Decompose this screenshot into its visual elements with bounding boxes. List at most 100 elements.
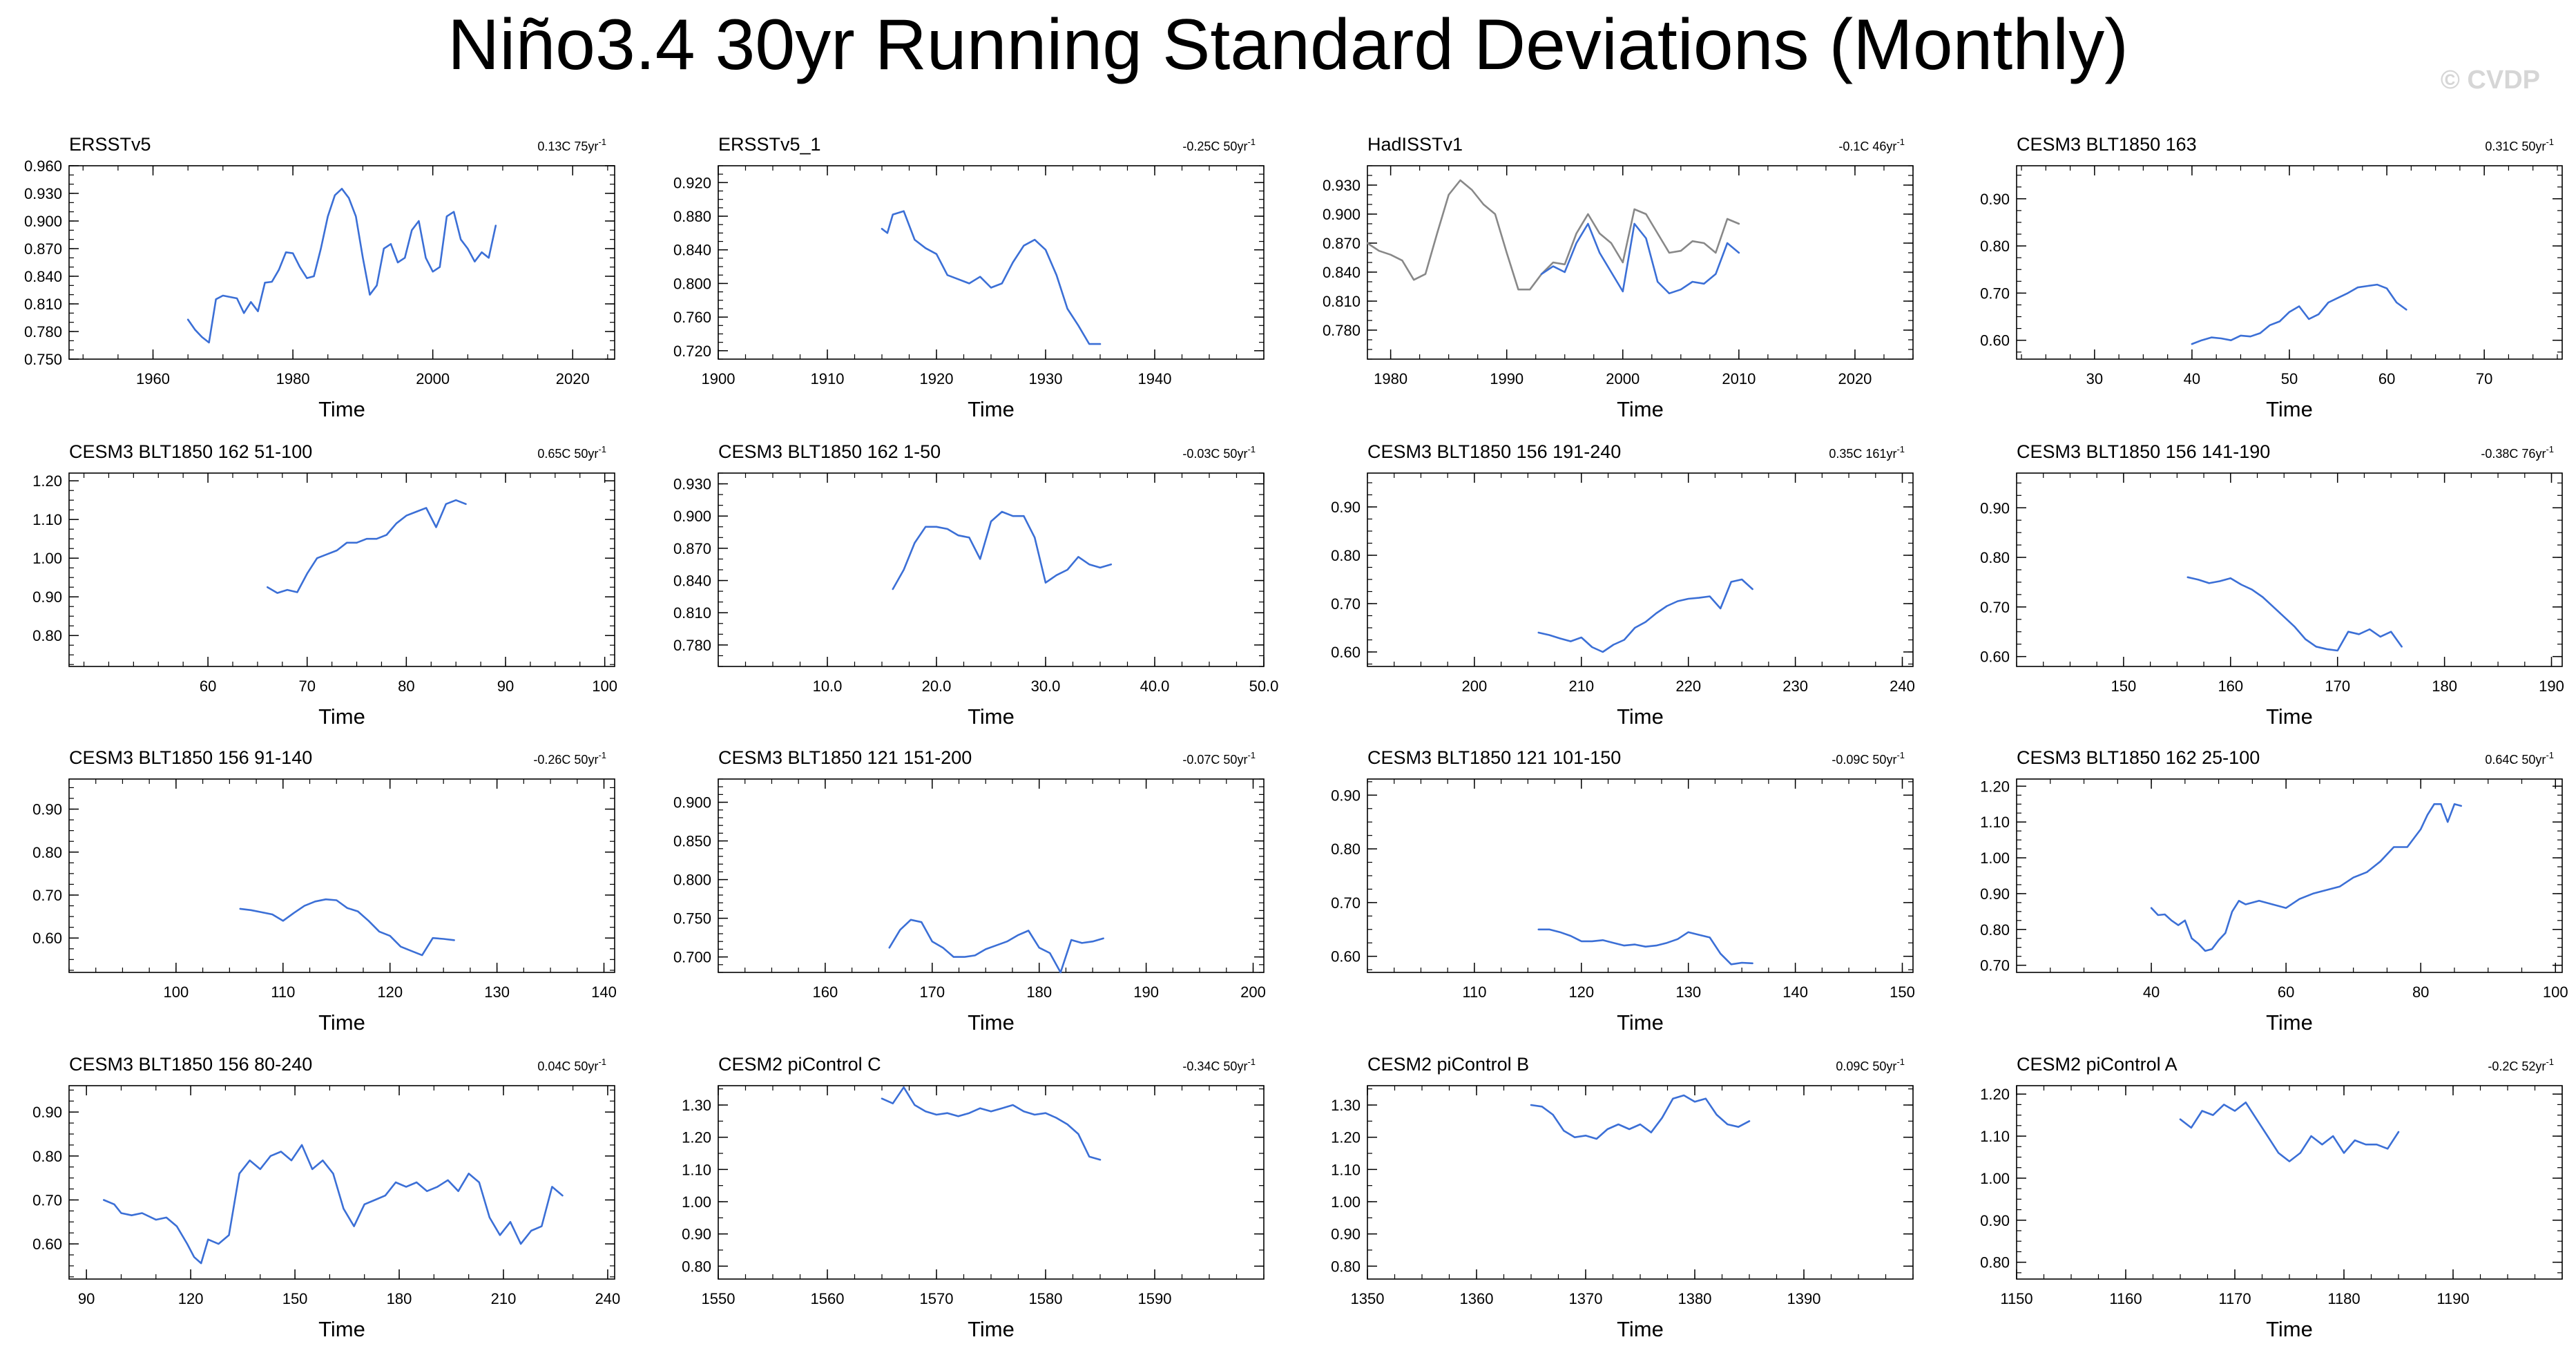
- trend-exponent: -1: [2546, 750, 2554, 760]
- x-tick-label: 70: [2476, 370, 2492, 387]
- trend-exponent: -1: [598, 750, 606, 760]
- trend-exponent: -1: [2546, 1057, 2554, 1067]
- x-tick-label: 200: [1462, 678, 1488, 695]
- x-tick-label: 2000: [416, 370, 450, 387]
- y-tick-label: 0.90: [1980, 885, 2010, 903]
- panel-title: CESM2 piControl A: [2017, 1054, 2178, 1075]
- panel: CESM2 piControl C -0.34C 50yr-1 1550 1560 15…: [682, 1054, 1265, 1341]
- x-tick-label: 1170: [2218, 1290, 2251, 1307]
- y-tick-label: 0.720: [673, 343, 711, 360]
- x-tick-label: 150: [282, 1290, 308, 1307]
- panel: CESM3 BLT1850 162 51-100 0.65C 50yr-1 60 70…: [32, 441, 617, 729]
- x-tick-label: 1900: [702, 370, 736, 387]
- x-tick-label: 200: [1240, 983, 1266, 1001]
- panel: CESM3 BLT1850 162 1-50 -0.03C 50yr-1 10.0 2…: [673, 441, 1278, 729]
- trend-value: 0.64C 50yr: [2485, 753, 2546, 767]
- panel-trend: -0.38C 76yr-1: [2481, 444, 2554, 461]
- trend-value: -0.07C 50yr: [1182, 753, 1247, 767]
- y-tick-label: 0.70: [1980, 957, 2010, 974]
- x-tick-label: 110: [1462, 983, 1486, 1001]
- panel-title: CESM3 BLT1850 162 51-100: [69, 441, 312, 462]
- plot-frame: [718, 472, 1265, 667]
- plot-frame: [68, 778, 615, 973]
- panel-trend: -0.2C 52yr-1: [2488, 1057, 2554, 1073]
- y-tick-label: 0.80: [1980, 238, 2010, 255]
- y-tick-label: 0.80: [1980, 549, 2010, 566]
- y-tick-label: 0.60: [1331, 948, 1361, 966]
- panel-trend: -0.07C 50yr-1: [1182, 750, 1256, 767]
- y-tick-label: 0.930: [673, 476, 711, 493]
- y-tick-label: 0.90: [1980, 1212, 2010, 1229]
- x-tick-label: 50: [2281, 370, 2298, 387]
- series-line: [2191, 283, 2407, 345]
- series-line: [2186, 576, 2403, 652]
- trend-exponent: -1: [598, 1057, 606, 1067]
- series-line: [881, 210, 1102, 345]
- x-axis-label: Time: [2266, 1317, 2313, 1341]
- y-tick-label: 0.60: [1331, 644, 1361, 661]
- y-tick-label: 0.780: [24, 323, 62, 340]
- panel: ERSSTv5_1 -0.25C 50yr-1 1900 1910 1920 1930 19…: [673, 134, 1265, 421]
- y-tick-label: 1.10: [1331, 1161, 1361, 1178]
- x-tick-label: 170: [2325, 678, 2350, 695]
- panel-trend: -0.1C 46yr-1: [1838, 137, 1905, 153]
- y-tick-label: 0.80: [1331, 547, 1361, 564]
- x-tick-label: 70: [298, 678, 315, 695]
- x-tick-label: 210: [1568, 678, 1594, 695]
- x-tick-label: 1160: [2109, 1290, 2142, 1307]
- x-tick-label: 1930: [1029, 370, 1063, 387]
- panel-title: CESM3 BLT1850 156 80-240: [69, 1054, 312, 1075]
- y-tick-label: 0.60: [1980, 649, 2010, 666]
- series-line: [1530, 1094, 1751, 1140]
- y-tick-label: 0.900: [24, 213, 62, 230]
- x-tick-label: 1570: [920, 1290, 954, 1307]
- y-tick-label: 0.70: [1980, 599, 2010, 616]
- y-tick-label: 0.840: [673, 242, 711, 259]
- y-tick-label: 0.930: [24, 185, 62, 202]
- y-tick-label: 0.70: [1331, 595, 1361, 613]
- series-line: [888, 919, 1104, 974]
- trend-exponent: -1: [2546, 444, 2554, 454]
- y-tick-label: 0.90: [682, 1226, 711, 1243]
- panel-title: CESM2 piControl B: [1367, 1054, 1529, 1075]
- y-tick-label: 0.80: [682, 1258, 711, 1275]
- series-line: [103, 1144, 564, 1265]
- panel: CESM3 BLT1850 121 101-150 -0.09C 50yr-1 11…: [1331, 747, 1915, 1035]
- x-axis-label: Time: [968, 1010, 1015, 1035]
- y-tick-label: 0.90: [1980, 499, 2010, 517]
- x-tick-label: 1180: [2327, 1290, 2360, 1307]
- panel-title: CESM3 BLT1850 162 1-50: [718, 441, 941, 462]
- x-tick-label: 160: [813, 983, 838, 1001]
- y-tick-label: 1.20: [1331, 1129, 1361, 1146]
- panel: CESM3 BLT1850 156 191-240 0.35C 161yr-1 20…: [1331, 441, 1915, 729]
- panel-title: ERSSTv5_1: [718, 134, 821, 155]
- series-line: [239, 898, 455, 957]
- y-tick-label: 0.80: [1980, 1254, 2010, 1271]
- x-tick-label: 140: [1782, 983, 1808, 1001]
- trend-exponent: -1: [1896, 444, 1905, 454]
- series-line: [1366, 179, 1740, 291]
- x-tick-label: 60: [2278, 983, 2294, 1001]
- x-axis-label: Time: [2266, 1010, 2313, 1035]
- x-tick-label: 1910: [811, 370, 845, 387]
- trend-exponent: -1: [1247, 1057, 1256, 1067]
- series-line: [2150, 803, 2462, 952]
- plot-frame: [1367, 778, 1914, 973]
- y-tick-label: 0.60: [32, 1236, 62, 1253]
- x-tick-label: 100: [164, 983, 189, 1001]
- x-tick-label: 140: [591, 983, 617, 1001]
- trend-exponent: -1: [1896, 1057, 1905, 1067]
- plot-frame: [2016, 165, 2563, 360]
- plot-frame: [2016, 472, 2563, 667]
- y-tick-label: 0.810: [673, 604, 711, 622]
- y-tick-label: 0.80: [32, 844, 62, 861]
- panel-trend: 0.35C 161yr-1: [1829, 444, 1905, 461]
- x-tick-label: 1390: [1787, 1290, 1821, 1307]
- trend-value: 0.09C 50yr: [1836, 1059, 1896, 1073]
- y-tick-label: 0.870: [1323, 235, 1361, 252]
- y-tick-label: 0.60: [32, 930, 62, 947]
- x-tick-label: 100: [2543, 983, 2568, 1001]
- x-axis-label: Time: [1617, 1010, 1664, 1035]
- trend-exponent: -1: [1247, 444, 1256, 454]
- x-tick-label: 130: [1675, 983, 1701, 1001]
